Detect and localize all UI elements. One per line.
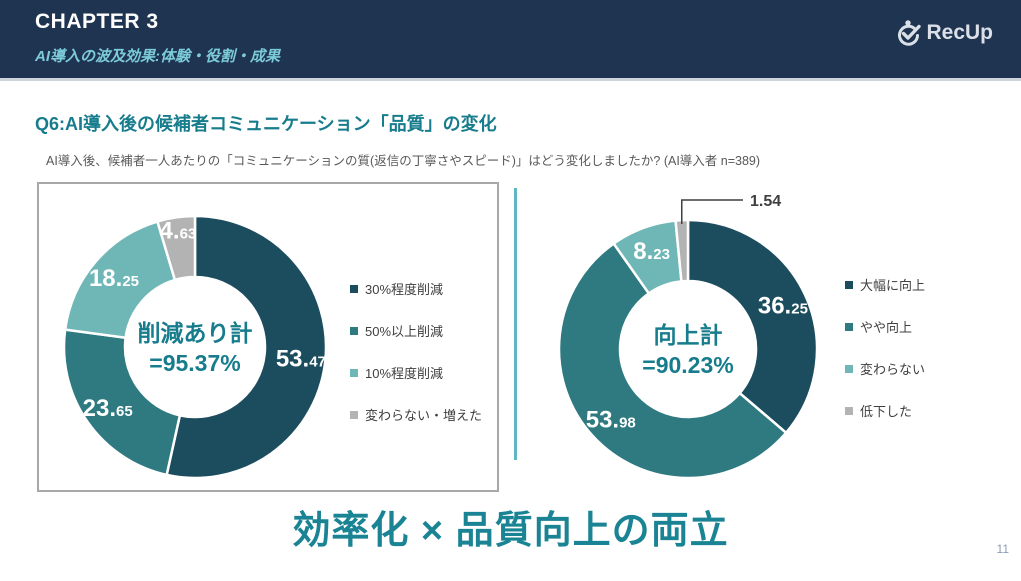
donut-center-label: 削減あり計=95.37% <box>138 320 253 376</box>
legend-label: 10%程度削減 <box>365 366 444 381</box>
donut-slice <box>557 241 788 480</box>
donut-slice <box>674 218 690 283</box>
header-bar: CHAPTER 3 AI導入の波及効果:体験・役割・成果 RecUp <box>0 0 1021 81</box>
legend-reduction: 30%程度削減 50%以上削減 10%程度削減変わらない・増えた <box>350 281 482 449</box>
legend-swatch-icon <box>845 322 853 331</box>
legend-quality: 大幅に向上やや向上変わらない低下した <box>845 277 925 445</box>
slice-value-label: 1.54 <box>750 193 781 210</box>
legend-swatch-icon <box>350 410 358 419</box>
legend-item: 大幅に向上 <box>845 277 926 293</box>
slice-value-label: 18.25 <box>89 265 139 292</box>
legend-item: 30%程度削減 <box>350 281 482 297</box>
donut-center-label: 向上計=90.23% <box>642 322 733 378</box>
donut-slice <box>165 214 328 480</box>
legend-label: 30%程度削減 <box>365 282 444 297</box>
slice-value-label: 8.23 <box>633 238 670 265</box>
donut-chart-quality: 36.25 53.98 8.23 1.54 向上計=90.23% <box>557 193 819 480</box>
legend-item: 低下した <box>845 403 925 419</box>
legend-item: 変わらない <box>845 361 926 377</box>
legend-swatch-icon <box>350 284 358 293</box>
donut-slice <box>155 214 197 282</box>
legend-swatch-icon <box>350 326 358 335</box>
legend-label: 変わらない・増えた <box>365 408 483 423</box>
headline: 効率化 × 品質向上の両立 <box>292 510 729 552</box>
callout-line <box>681 199 743 224</box>
slice-value-label: 53.47 <box>276 346 326 373</box>
legend-label: 大幅に向上 <box>860 278 926 293</box>
legend-swatch-icon <box>845 406 853 415</box>
legend-label: 変わらない <box>860 362 926 377</box>
quality-chart-panel: 36.25 53.98 8.23 1.54 向上計=90.23% <box>557 177 898 487</box>
slice-value-label: 53.98 <box>586 406 636 433</box>
logo: RecUp <box>893 18 993 48</box>
question-description: AI導入後、候補者一人あたりの「コミュニケーションの質(返信の丁寧さやスピード)… <box>46 154 761 168</box>
legend-item: 10%程度削減 <box>350 365 482 381</box>
legend-label: 50%以上削減 <box>365 324 444 339</box>
page-number: 11 <box>996 542 1009 556</box>
chapter-subtitle: AI導入の波及効果:体験・役割・成果 <box>35 48 280 65</box>
legend-swatch-icon <box>350 368 358 377</box>
slice-value-label: 36.25 <box>758 292 808 319</box>
slice-value-label: 23.65 <box>83 395 133 422</box>
donut-slice <box>62 328 182 477</box>
legend-swatch-icon <box>845 280 853 289</box>
donut-chart-reduction: 53.47 23.65 18.25 4.63 削減あり計=95.37% <box>62 214 328 480</box>
person-check-icon <box>898 20 922 46</box>
legend-item: やや向上 <box>845 319 925 335</box>
donut-slice <box>686 218 819 435</box>
chapter-title: CHAPTER 3 <box>35 10 159 33</box>
legend-item: 50%以上削減 <box>350 323 482 339</box>
reduction-chart-panel: 53.47 23.65 18.25 4.63 削減あり計=95.37% 30%程度削減 5… <box>37 182 499 492</box>
legend-label: やや向上 <box>860 320 913 335</box>
logo-text: RecUp <box>926 21 993 44</box>
legend-item: 変わらない・増えた <box>350 407 483 423</box>
legend-label: 低下した <box>860 404 913 419</box>
legend-swatch-icon <box>845 364 853 373</box>
vertical-divider <box>514 188 517 460</box>
slice-value-label: 4.63 <box>160 217 197 244</box>
question-title: Q6:AI導入後の候補者コミュニケーション「品質」の変化 <box>35 114 497 134</box>
